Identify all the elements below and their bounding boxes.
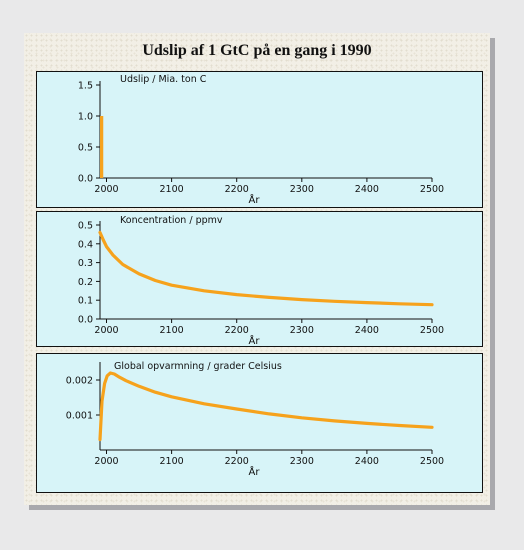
warming-y-tick-label: 0.002	[66, 376, 93, 387]
chart-emission: 0.0 0.5 1.0 1.5 2000 2100 2200 2300 2400 2500 År Ud…	[36, 71, 483, 208]
concentration-y-tick-label: 0.1	[78, 296, 93, 307]
emission-series-bar	[100, 116, 104, 178]
emission-x-tick-label: 2100	[160, 184, 184, 195]
concentration-x-tick-label: 2400	[355, 325, 379, 336]
warming-panel-title: Global opvarmning / grader Celsius	[114, 361, 282, 372]
emission-x-tick-label: 2000	[94, 184, 118, 195]
warming-x-tick-label: 2000	[94, 456, 118, 467]
concentration-x-tick-label: 2000	[94, 325, 118, 336]
warming-x-tick-label: 2200	[225, 456, 249, 467]
warming-x-axis-label: År	[249, 465, 261, 478]
emission-x-tick-label: 2500	[420, 184, 444, 195]
concentration-x-tick-label: 2200	[225, 325, 249, 336]
warming-y-tick-label: 0.001	[66, 411, 93, 422]
emission-x-tick-label: 2400	[355, 184, 379, 195]
chart-concentration: 0.0 0.1 0.2 0.3 0.4 0.5 2000 2100 2200 2300 2400 25…	[36, 211, 483, 347]
concentration-y-tick-label: 0.0	[78, 315, 93, 326]
emission-x-tick-label: 2300	[290, 184, 314, 195]
emission-y-tick-label: 0.5	[78, 143, 93, 154]
concentration-y-tick-label: 0.3	[78, 258, 93, 269]
concentration-x-axis-label: År	[249, 334, 261, 347]
figure-title: Udslip af 1 GtC på en gang i 1990	[142, 42, 372, 59]
concentration-series-line	[98, 230, 434, 307]
warming-x-tick-label: 2100	[160, 456, 184, 467]
chart-warming: 0.001 0.002 2000 2100 2200 2300 2400 2500 År Glob…	[36, 353, 483, 493]
warming-x-tick-label: 2500	[420, 456, 444, 467]
warming-plot-background	[36, 353, 483, 493]
emission-plot-background	[36, 71, 483, 208]
warming-x-tick-label: 2300	[290, 456, 314, 467]
concentration-y-tick-label: 0.2	[78, 277, 93, 288]
concentration-plot-background	[36, 211, 483, 347]
emission-y-tick-label: 0.0	[78, 174, 93, 185]
concentration-y-tick-label: 0.5	[78, 221, 93, 232]
concentration-x-tick-label: 2300	[290, 325, 314, 336]
concentration-x-tick-label: 2500	[420, 325, 444, 336]
emission-y-tick-label: 1.0	[78, 112, 93, 123]
emission-x-tick-label: 2200	[225, 184, 249, 195]
concentration-panel-title: Koncentration / ppmv	[120, 215, 223, 226]
concentration-x-tick-label: 2100	[160, 325, 184, 336]
concentration-y-tick-label: 0.4	[78, 239, 93, 250]
emission-y-tick-label: 1.5	[78, 81, 93, 92]
emission-panel-title: Udslip / Mia. ton C	[120, 74, 207, 85]
warming-series-line	[98, 371, 434, 442]
warming-x-tick-label: 2400	[355, 456, 379, 467]
emission-x-axis-label: År	[249, 193, 261, 206]
